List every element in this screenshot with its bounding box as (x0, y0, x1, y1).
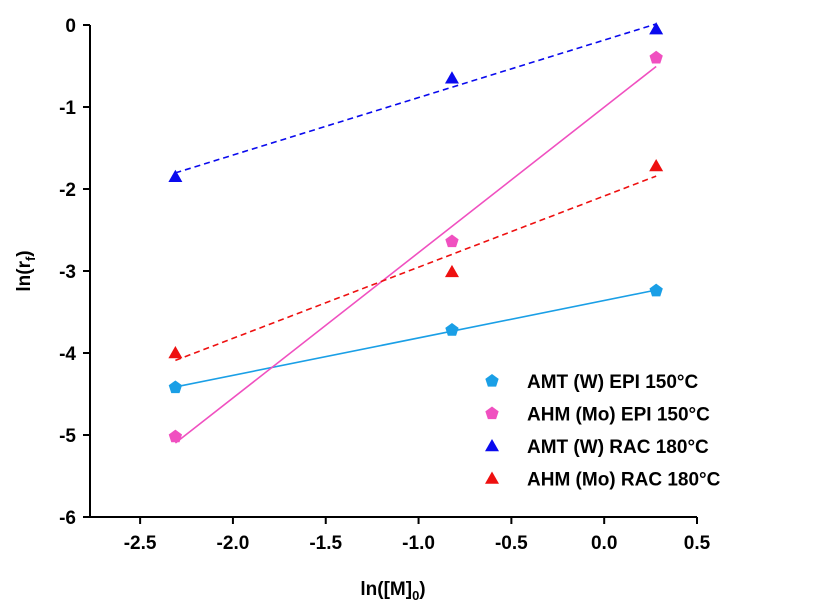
legend-marker (485, 439, 499, 452)
legend-label: AMT (W) EPI 150°C (527, 372, 699, 393)
x-label-sub: 0 (412, 588, 419, 603)
point (168, 346, 183, 359)
x-tick-label: -0.5 (495, 533, 528, 554)
x-tick-label: 0.0 (591, 533, 617, 554)
x-tick-label: -2.5 (124, 533, 157, 554)
y-label-sub: f (23, 256, 38, 261)
x-tick-label: -2.0 (217, 533, 250, 554)
y-axis-label: ln(rf) (14, 250, 38, 291)
y-tick-label: -4 (59, 344, 76, 365)
point (168, 169, 183, 182)
point (168, 380, 183, 394)
point (168, 429, 183, 443)
x-label-part: ) (419, 579, 425, 600)
fit-line (174, 65, 657, 444)
fit-line (175, 23, 657, 174)
y-label-part: ) (14, 250, 35, 256)
legend-label: AHM (Mo) RAC 180°C (527, 470, 721, 491)
fit-line (175, 175, 657, 362)
x-label-part: ln([M] (360, 579, 412, 600)
y-tick-label: -2 (59, 180, 76, 201)
legend-marker (485, 406, 499, 420)
y-tick-label: 0 (65, 16, 76, 37)
point (649, 50, 663, 64)
x-tick-label: 0.5 (684, 533, 711, 554)
point (649, 159, 664, 172)
x-tick-label: -1.0 (402, 533, 435, 554)
point (444, 264, 459, 278)
legend-marker (485, 374, 499, 387)
point (649, 22, 664, 35)
point (649, 283, 663, 297)
legend-label: AHM (Mo) EPI 150°C (527, 405, 710, 426)
fit-line (175, 289, 657, 388)
x-axis-label: ln([M]0) (360, 579, 425, 603)
y-tick-label: -5 (59, 426, 76, 447)
point (444, 71, 459, 84)
y-tick-label: -1 (59, 98, 76, 119)
legend-marker (485, 471, 499, 484)
x-tick-label: -1.5 (309, 533, 342, 554)
point (445, 234, 459, 248)
y-tick-label: -6 (59, 508, 76, 529)
point (445, 323, 459, 336)
y-label-part: ln(r (14, 260, 35, 291)
y-tick-label: -3 (59, 262, 76, 283)
legend-label: AMT (W) RAC 180°C (527, 437, 709, 458)
